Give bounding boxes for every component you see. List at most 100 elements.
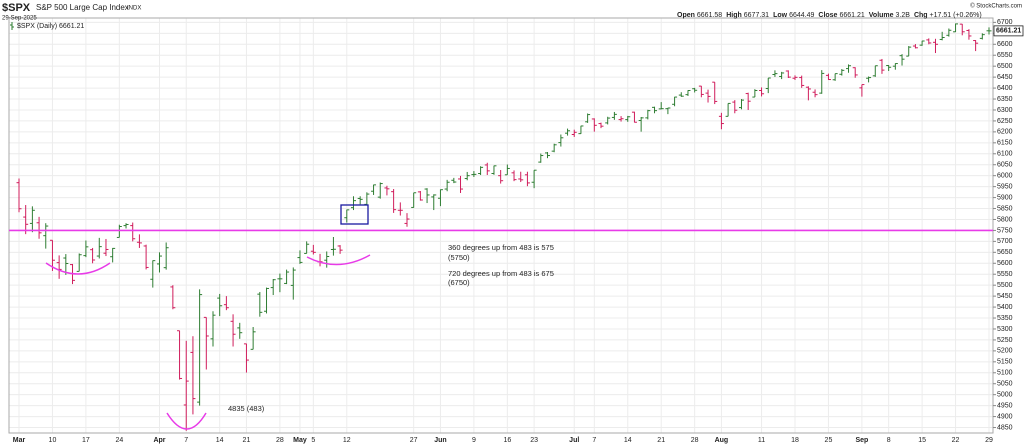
annotation: (5750) (448, 253, 470, 262)
y-tick-label: 5100 (997, 370, 1013, 377)
credit: © StockCharts.com (970, 3, 1022, 10)
y-tick-label: 5550 (997, 271, 1013, 278)
x-tick-label: 21 (243, 437, 251, 444)
y-tick-label: 5950 (997, 183, 1013, 190)
x-tick-label: 10 (49, 437, 57, 444)
bars (16, 23, 992, 431)
x-tick-label: 27 (410, 437, 418, 444)
x-tick-label: 17 (82, 437, 90, 444)
stat-label: Volume (869, 12, 894, 19)
plot-frame (8, 17, 994, 434)
y-tick-label: 6100 (997, 151, 1013, 158)
x-tick-label: 7 (592, 437, 596, 444)
x-tick-label: Jul (569, 437, 579, 444)
x-tick-label: 11 (758, 437, 765, 444)
x-tick-label: 14 (216, 437, 224, 444)
stat-value: 3.2B (896, 12, 911, 19)
y-tick-label: 6250 (997, 118, 1013, 125)
x-tick-label: 16 (503, 437, 511, 444)
y-tick-label: 6350 (997, 96, 1013, 103)
y-tick-label: 4900 (997, 413, 1013, 420)
x-tick-label: 23 (530, 437, 538, 444)
x-tick-label: 28 (276, 437, 284, 444)
stat-label: High (726, 12, 742, 19)
x-tick-label: 24 (115, 437, 123, 444)
y-tick-label: 6200 (997, 129, 1013, 136)
y-tick-label: 5350 (997, 315, 1013, 322)
y-tick-label: 6550 (997, 52, 1013, 59)
arc (166, 412, 207, 430)
arc (306, 254, 371, 266)
index-name: S&P 500 Large Cap Index (36, 3, 129, 12)
stat-value: 6661.21 (839, 12, 864, 19)
y-tick-label: 6600 (997, 41, 1013, 48)
stats: Open 6661.58 High 6677.31 Low 6644.49 Close 666… (677, 12, 982, 19)
y-tick-label: 5300 (997, 326, 1013, 333)
y-tick-label: 5200 (997, 348, 1013, 355)
y-tick-label: 6150 (997, 140, 1013, 147)
x-tick-label: 15 (918, 437, 926, 444)
y-tick-label: 6400 (997, 85, 1013, 92)
y-tick-label: 5900 (997, 194, 1013, 201)
x-tick-label: 21 (657, 437, 665, 444)
y-tick-label: 5750 (997, 227, 1013, 234)
y-tick-label: 5050 (997, 381, 1013, 388)
y-tick-label: 5600 (997, 260, 1013, 267)
y-tick-label: 6450 (997, 74, 1013, 81)
stat-value: +17.51 (+0.26%) (930, 12, 982, 19)
y-tick-label: 6700 (997, 19, 1013, 26)
legend: $SPX (Daily) 6661.21 (17, 23, 84, 30)
x-tick-label: Apr (153, 437, 165, 444)
y-tick-label: 5150 (997, 359, 1013, 366)
stat-value: 6661.58 (697, 12, 722, 19)
price-tag-box (993, 25, 1024, 37)
x-tick-label: Aug (715, 437, 729, 444)
y-tick-label: 5700 (997, 238, 1013, 245)
annotation: 4835 (483) (228, 404, 265, 413)
y-tick-label: 5800 (997, 216, 1013, 223)
x-tick-label: 18 (791, 437, 799, 444)
y-tick-label: 6300 (997, 107, 1013, 114)
y-tick-label: 6500 (997, 63, 1013, 70)
y-tick-label: 5500 (997, 282, 1013, 289)
stat-label: Close (818, 12, 837, 19)
arc (45, 262, 111, 275)
x-tick-label: May (293, 437, 307, 444)
x-tick-label: 14 (624, 437, 632, 444)
x-tick-label: 5 (311, 437, 315, 444)
x-tick-label: 29 (985, 437, 993, 444)
y-tick-label: 5250 (997, 337, 1013, 344)
stat-label: Low (773, 12, 788, 19)
y-tick-label: 5450 (997, 293, 1013, 300)
y-tick-label: 5000 (997, 392, 1013, 399)
annotation: 720 degrees up from 483 is 675 (448, 269, 554, 278)
highlight-box (340, 204, 369, 225)
stat-label: Chg (914, 12, 928, 19)
y-tick-label: 5850 (997, 205, 1013, 212)
x-tick-label: 7 (184, 437, 188, 444)
exchange: INDX (127, 6, 141, 12)
y-tick-label: 5400 (997, 304, 1013, 311)
x-tick-label: 8 (887, 437, 891, 444)
x-tick-label: 9 (472, 437, 476, 444)
annotation: (6750) (448, 278, 470, 287)
price-tag: 6661.21 (996, 28, 1021, 35)
stat-value: 6644.49 (789, 12, 814, 19)
stat-value: 6677.31 (744, 12, 769, 19)
y-tick-label: 6050 (997, 162, 1013, 169)
x-tick-label: 22 (952, 437, 960, 444)
date: 29-Sep-2025 (2, 16, 37, 22)
x-tick-label: 28 (691, 437, 699, 444)
stat-label: Open (677, 12, 695, 19)
annotation: 360 degrees up from 483 is 575 (448, 243, 554, 252)
symbol: $SPX (2, 2, 31, 14)
y-tick-label: 5650 (997, 249, 1013, 256)
x-tick-label: Sep (855, 437, 868, 444)
y-tick-label: 4950 (997, 402, 1013, 409)
x-tick-label: Mar (13, 437, 26, 444)
x-tick-label: 25 (825, 437, 833, 444)
y-tick-label: 4850 (997, 424, 1013, 431)
y-tick-label: 6000 (997, 173, 1013, 180)
